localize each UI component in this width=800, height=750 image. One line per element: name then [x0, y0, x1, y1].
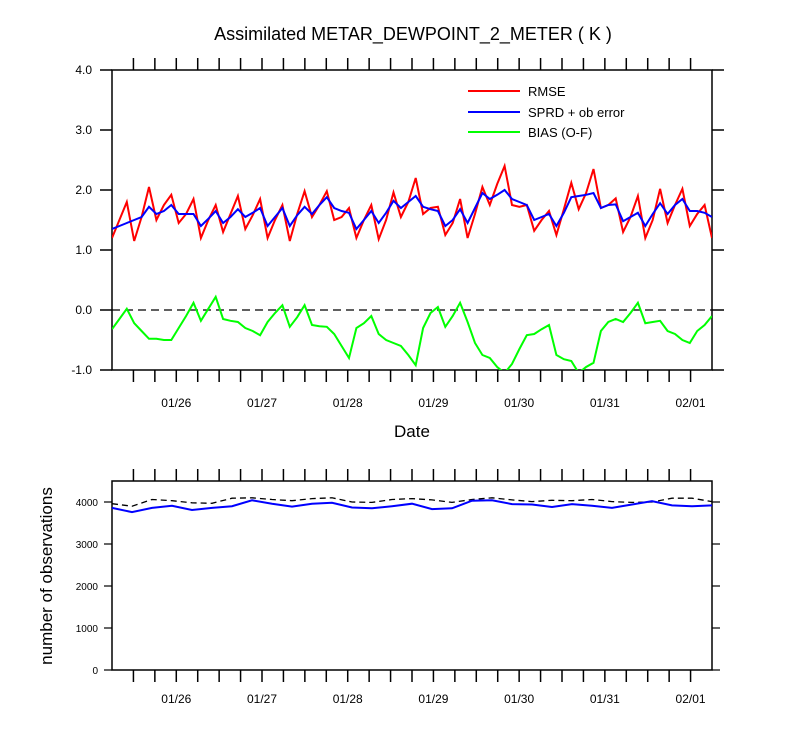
y-tick-label: 3.0: [75, 123, 92, 137]
bottom-axis-ticks: [104, 469, 720, 682]
top-y-tick-labels: 4.0 3.0 2.0 1.0 0.0 -1.0: [71, 63, 92, 377]
y-axis-label-observations: number of observations: [37, 487, 56, 665]
chart-title: Assimilated METAR_DEWPOINT_2_METER ( K ): [214, 24, 612, 45]
x-tick-label: 01/29: [418, 692, 448, 706]
x-tick-label: 02/01: [676, 692, 706, 706]
series-line-bias: [112, 294, 712, 370]
x-tick-label: 01/27: [247, 692, 277, 706]
top-axis-ticks: [100, 58, 724, 382]
y-tick-label: 4000: [76, 498, 99, 509]
x-tick-label: 01/26: [161, 692, 191, 706]
y-tick-label: 4.0: [75, 63, 92, 77]
legend: RMSE SPRD + ob error BIAS (O-F): [468, 84, 625, 140]
x-axis-label: Date: [394, 422, 430, 441]
y-tick-label: 0.0: [75, 303, 92, 317]
series-line-sprd: [112, 188, 712, 231]
legend-label-bias: BIAS (O-F): [528, 125, 592, 140]
series-line-rmse: [112, 162, 712, 243]
bottom-series-lines: [111, 497, 713, 514]
y-tick-label: 1.0: [75, 243, 92, 257]
x-tick-label: 01/29: [418, 396, 448, 410]
top-x-tick-labels: 01/26 01/27 01/28 01/29 01/30 01/31 02/01: [161, 396, 706, 410]
x-tick-label: 01/28: [333, 692, 363, 706]
x-tick-label: 01/26: [161, 396, 191, 410]
top-series-lines: [112, 162, 712, 370]
legend-label-rmse: RMSE: [528, 84, 566, 99]
series-line-obs-possible: [111, 497, 713, 507]
y-tick-label: 1000: [76, 624, 99, 635]
x-tick-label: 02/01: [676, 396, 706, 410]
x-tick-label: 01/31: [590, 692, 620, 706]
bottom-x-tick-labels: 01/26 01/27 01/28 01/29 01/30 01/31 02/01: [161, 692, 706, 706]
x-tick-label: 01/30: [504, 396, 534, 410]
top-chart-panel: Assimilated METAR_DEWPOINT_2_METER ( K )…: [71, 24, 724, 441]
x-tick-label: 01/27: [247, 396, 277, 410]
bottom-y-tick-labels: 4000 3000 2000 1000 0: [76, 498, 99, 677]
y-tick-label: -1.0: [71, 363, 92, 377]
x-tick-label: 01/30: [504, 692, 534, 706]
series-line-obs-assimilated: [111, 499, 713, 514]
x-tick-label: 01/31: [590, 396, 620, 410]
y-tick-label: 3000: [76, 540, 99, 551]
y-tick-label: 0: [92, 666, 98, 677]
y-tick-label: 2000: [76, 582, 99, 593]
x-tick-label: 01/28: [333, 396, 363, 410]
y-tick-label: 2.0: [75, 183, 92, 197]
legend-label-sprd: SPRD + ob error: [528, 105, 625, 120]
